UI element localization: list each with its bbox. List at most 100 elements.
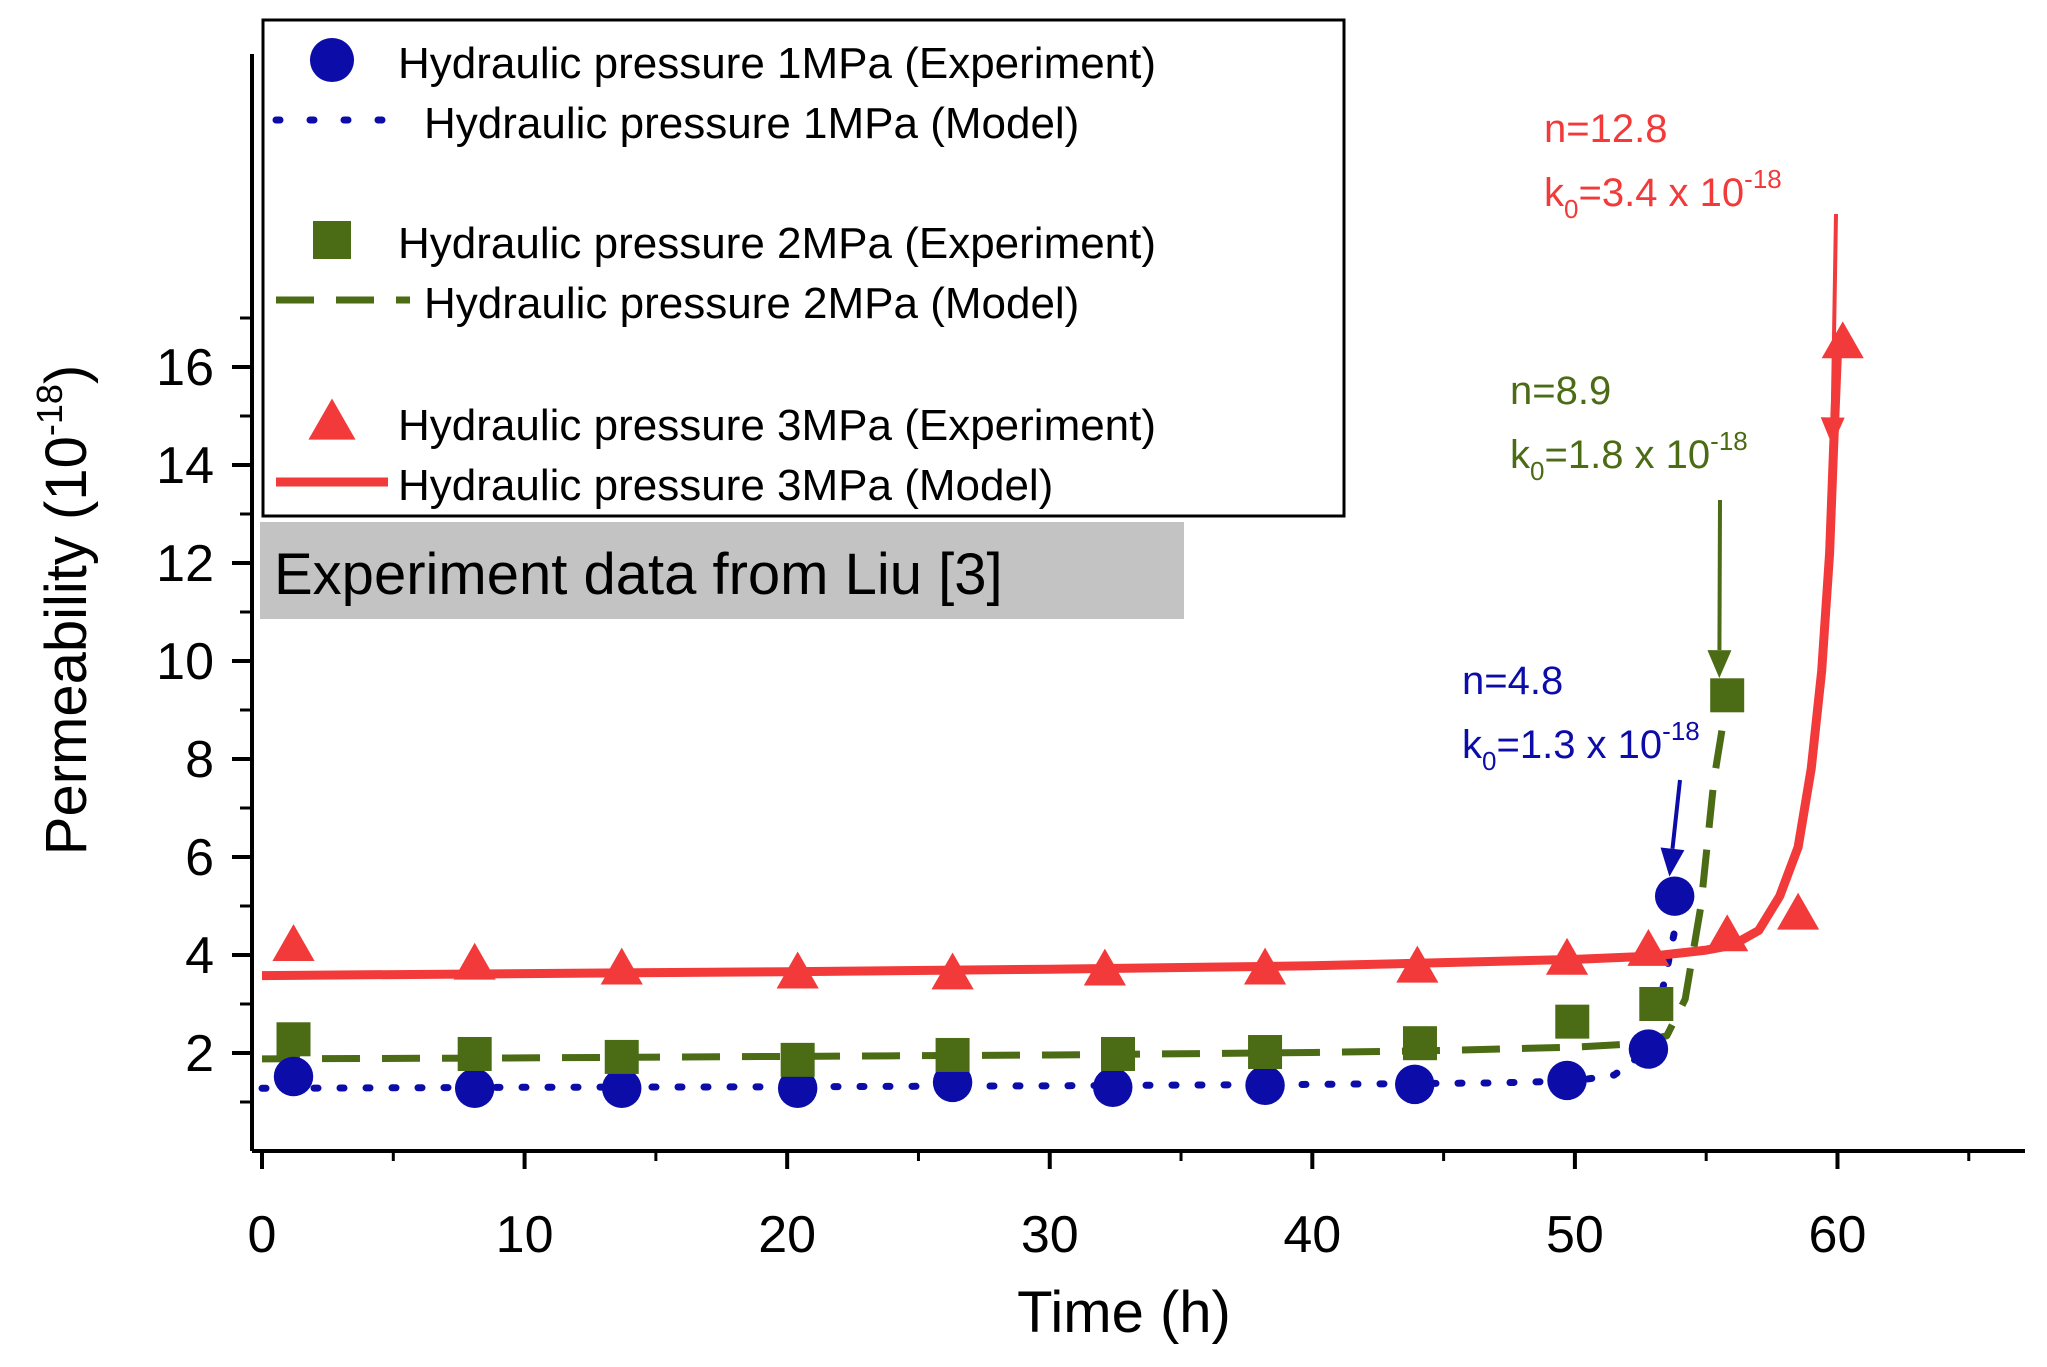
- y-tick-label: 2: [185, 1025, 214, 1083]
- data-point-square: [457, 1036, 492, 1071]
- experiment-markers-layer: [272, 321, 1864, 1108]
- k-superscript: -18: [1662, 716, 1700, 746]
- annotation-arrow-head: [1660, 847, 1685, 877]
- data-point-square: [780, 1042, 815, 1077]
- data-point-triangle: [776, 951, 819, 989]
- annotation-arrow-shaft: [1670, 779, 1682, 849]
- source-text: Experiment data from Liu [3]: [274, 542, 1003, 607]
- annotation-2: n=4.8 k0=1.3 x 10-18: [1462, 659, 1700, 877]
- annotation-arrow-head: [1707, 650, 1732, 679]
- y-tick-label: 4: [185, 927, 214, 985]
- source-text-box-bg: [260, 522, 1184, 619]
- k-subscript: 0: [1564, 194, 1578, 224]
- x-tick-label: 40: [1283, 1206, 1341, 1264]
- annotation-arrow-head: [1820, 417, 1845, 446]
- legend-item-3: Hydraulic pressure 2MPa (Model): [276, 279, 1079, 328]
- data-point-circle: [273, 1056, 314, 1097]
- data-point-circle: [777, 1068, 818, 1108]
- data-point-square: [276, 1022, 311, 1057]
- x-tick-label: 20: [758, 1206, 816, 1264]
- legend: Hydraulic pressure 1MPa (Experiment) Hydr…: [261, 18, 1346, 518]
- x-tick-label: 0: [248, 1206, 277, 1264]
- x-ticks: 0 10 20 30 40 50 60: [248, 1151, 1971, 1264]
- legend-label: Hydraulic pressure 2MPa (Experiment): [398, 219, 1156, 268]
- data-point-square: [935, 1037, 970, 1072]
- data-point-triangle: [1627, 929, 1670, 966]
- data-point-square: [1101, 1036, 1136, 1071]
- data-point-triangle: [272, 924, 315, 962]
- y-axis-label-close: ): [34, 365, 99, 384]
- data-point-triangle: [453, 942, 496, 980]
- y-tick-label: 12: [156, 535, 214, 593]
- k-superscript: -18: [1744, 164, 1782, 194]
- data-point-square: [604, 1039, 639, 1074]
- annotations-layer: n=12.8k0=3.4 x 10-18n=8.9k0=1.8 x 10-18n…: [1462, 107, 1845, 877]
- legend-marker-square: [313, 221, 351, 259]
- y-ticks: 2 4 6 8 10 12 14 16: [156, 316, 252, 1104]
- source-text-box: Experiment data from Liu [3]: [260, 522, 1184, 619]
- y-axis-label-main: Permeability (10: [34, 436, 99, 855]
- data-point-square: [1710, 678, 1745, 713]
- y-axis-label-sup: -18: [29, 384, 70, 436]
- legend-items: Hydraulic pressure 1MPa (Experiment) Hydr…: [272, 37, 1156, 510]
- legend-item-0: Hydraulic pressure 1MPa (Experiment): [309, 37, 1156, 88]
- y-tick-label: 14: [156, 437, 214, 495]
- annotation-arrow-shaft: [1717, 499, 1722, 651]
- x-tick-label: 10: [496, 1206, 554, 1264]
- data-point-circle: [602, 1068, 642, 1108]
- axes: 0 10 20 30 40 50 60 2 4 6 8 10 12 14 16: [156, 54, 2025, 1264]
- legend-marker-triangle: [308, 398, 356, 440]
- annotation-k0-label: k0=3.4 x 10-18: [1544, 164, 1782, 224]
- legend-label: Hydraulic pressure 1MPa (Model): [424, 99, 1079, 148]
- data-point-square: [1555, 1004, 1590, 1039]
- k-symbol: k: [1510, 433, 1531, 477]
- data-point-circle: [1628, 1029, 1669, 1069]
- y-tick-label: 6: [185, 829, 214, 887]
- data-point-circle: [1245, 1065, 1285, 1106]
- legend-item-5: Hydraulic pressure 3MPa (Model): [276, 461, 1053, 510]
- data-point-triangle: [1396, 945, 1439, 983]
- annotation-k0-label: k0=1.3 x 10-18: [1462, 716, 1700, 776]
- annotation-n-label: n=4.8: [1462, 659, 1563, 703]
- data-point-circle: [932, 1062, 973, 1103]
- k-symbol: k: [1544, 171, 1565, 215]
- data-point-square: [1402, 1026, 1437, 1061]
- legend-box: [261, 18, 1346, 518]
- y-tick-label: 16: [156, 339, 214, 397]
- k-value: =3.4 x 10: [1578, 171, 1744, 215]
- data-point-triangle: [1777, 892, 1820, 930]
- data-point-circle: [454, 1068, 495, 1108]
- data-point-circle: [1395, 1064, 1435, 1105]
- x-tick-label: 50: [1546, 1206, 1604, 1264]
- data-point-triangle: [1706, 914, 1749, 952]
- k-superscript: -18: [1710, 426, 1748, 456]
- data-point-triangle: [1545, 937, 1589, 975]
- annotation-n-label: n=12.8: [1544, 107, 1667, 151]
- annotation-arrow-shaft: [1830, 213, 1838, 418]
- x-axis-label: Time (h): [1017, 1280, 1231, 1345]
- data-point-circle: [1093, 1067, 1133, 1108]
- legend-item-1: Hydraulic pressure 1MPa (Model): [272, 99, 1079, 148]
- data-point-circle: [1547, 1060, 1587, 1101]
- legend-label: Hydraulic pressure 2MPa (Model): [424, 279, 1079, 328]
- legend-item-2: Hydraulic pressure 2MPa (Experiment): [313, 219, 1156, 268]
- k-subscript: 0: [1530, 456, 1544, 486]
- x-tick-label: 60: [1809, 1206, 1867, 1264]
- legend-label: Hydraulic pressure 1MPa (Experiment): [398, 39, 1156, 88]
- legend-marker-circle: [309, 37, 355, 83]
- y-tick-label: 8: [185, 731, 214, 789]
- data-point-circle: [1654, 876, 1695, 916]
- data-point-square: [1639, 987, 1674, 1021]
- k-value: =1.3 x 10: [1496, 723, 1662, 767]
- data-point-triangle: [1821, 321, 1864, 359]
- y-tick-label: 10: [156, 633, 214, 691]
- data-point-triangle: [1243, 947, 1287, 985]
- k-symbol: k: [1462, 723, 1483, 767]
- y-axis-label: Permeability (10-18): [29, 365, 99, 855]
- data-point-square: [1248, 1035, 1283, 1070]
- annotation-1: n=8.9 k0=1.8 x 10-18: [1510, 369, 1748, 679]
- k-subscript: 0: [1482, 746, 1496, 776]
- legend-item-4: Hydraulic pressure 3MPa (Experiment): [308, 398, 1156, 450]
- k-value: =1.8 x 10: [1544, 433, 1710, 477]
- data-point-triangle: [1083, 948, 1126, 986]
